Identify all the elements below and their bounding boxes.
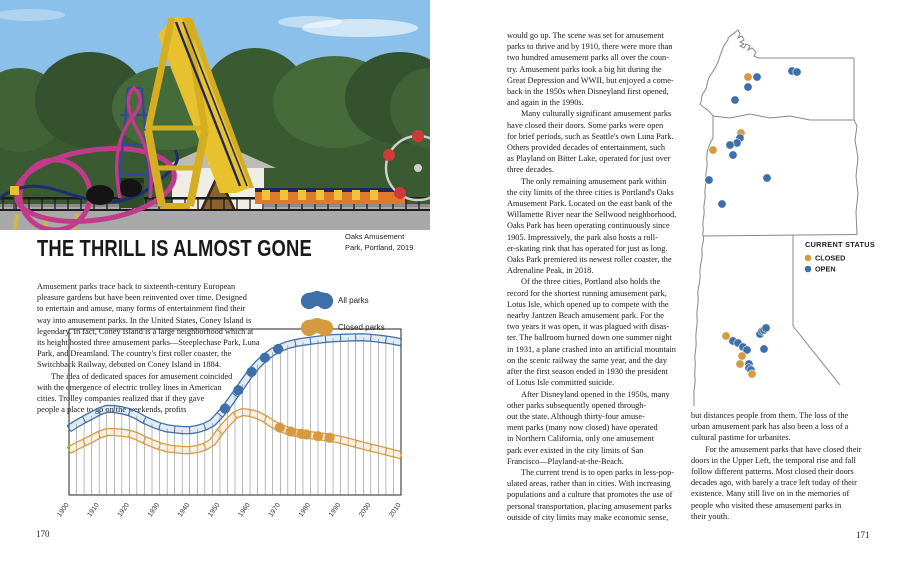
svg-text:CLOSED: CLOSED [815,254,845,263]
svg-text:1950: 1950 [207,502,222,519]
svg-text:1970: 1970 [267,502,282,519]
svg-text:CURRENT STATUS: CURRENT STATUS [805,240,875,249]
svg-text:2000: 2000 [358,502,373,519]
svg-text:OPEN: OPEN [815,265,836,274]
svg-text:1930: 1930 [147,502,162,519]
svg-text:1960: 1960 [237,502,252,519]
svg-text:1990: 1990 [328,502,343,519]
svg-text:1980: 1980 [298,502,313,519]
svg-text:1900: 1900 [56,502,71,519]
svg-text:1940: 1940 [177,502,192,519]
svg-text:1920: 1920 [117,502,132,519]
svg-text:2010: 2010 [388,502,403,519]
svg-text:1910: 1910 [86,502,101,519]
